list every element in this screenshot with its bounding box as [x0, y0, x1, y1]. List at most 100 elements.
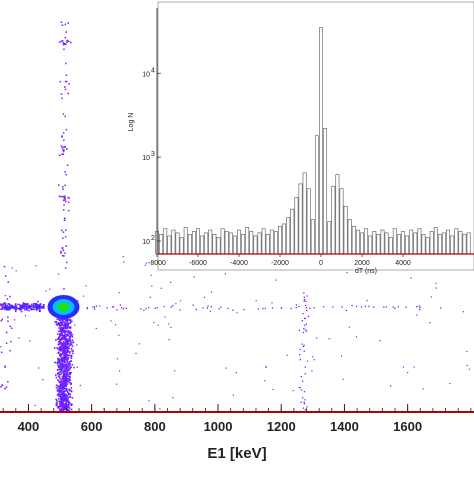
scatter-point	[66, 399, 68, 401]
scatter-point	[64, 377, 66, 380]
scatter-point	[64, 171, 66, 173]
scatter-point	[135, 352, 137, 355]
scatter-point	[59, 408, 62, 410]
scatter-point	[62, 237, 64, 239]
scatter-point	[70, 390, 73, 393]
scatter-point	[405, 306, 407, 308]
scatter-point	[58, 330, 60, 333]
scatter-point	[413, 366, 415, 368]
scatter-point	[68, 332, 70, 334]
scatter-point	[32, 308, 34, 311]
scatter-point	[26, 303, 29, 306]
scatter-point	[65, 74, 68, 76]
scatter-point	[49, 288, 51, 290]
scatter-point	[56, 338, 59, 340]
scatter-point	[303, 344, 305, 347]
scatter-point	[64, 361, 66, 363]
scatter-point	[116, 358, 118, 360]
scatter-point	[64, 390, 67, 392]
scatter-point	[57, 385, 59, 388]
main-x-tick-label: 1600	[393, 419, 422, 434]
scatter-point	[71, 364, 74, 366]
scatter-point	[61, 361, 64, 364]
scatter-point	[66, 333, 69, 336]
scatter-point	[62, 209, 65, 211]
scatter-point	[67, 378, 69, 380]
scatter-point	[8, 306, 10, 308]
scatter-point	[66, 396, 69, 398]
scatter-point	[110, 320, 112, 322]
scatter-point	[62, 377, 65, 380]
scatter-point	[304, 366, 306, 368]
scatter-point	[61, 334, 63, 336]
scatter-point	[69, 322, 72, 324]
scatter-point	[57, 392, 60, 395]
scatter-point	[63, 397, 65, 399]
scatter-point	[62, 150, 65, 153]
scatter-point	[10, 327, 13, 329]
scatter-point	[66, 331, 68, 333]
scatter-point	[264, 380, 266, 382]
scatter-point	[63, 204, 65, 206]
scatter-point	[59, 335, 61, 337]
scatter-point	[61, 409, 63, 411]
scatter-point	[62, 335, 65, 337]
scatter-point	[66, 370, 69, 372]
scatter-point	[227, 307, 229, 309]
scatter-point	[70, 408, 73, 411]
scatter-point	[118, 292, 120, 294]
scatter-point	[59, 358, 61, 360]
scatter-point	[66, 338, 68, 340]
scatter-point	[123, 307, 125, 310]
scatter-point	[64, 350, 66, 352]
scatter-point	[61, 324, 63, 327]
scatter-point	[63, 386, 66, 388]
scatter-point	[65, 402, 67, 405]
scatter-point	[300, 389, 302, 391]
scatter-point	[9, 304, 11, 306]
scatter-point	[60, 372, 63, 374]
scatter-point	[11, 306, 14, 309]
scatter-point	[66, 41, 68, 43]
scatter-point	[65, 80, 67, 83]
scatter-point	[63, 331, 66, 334]
scatter-point	[300, 401, 302, 403]
scatter-point	[0, 351, 3, 354]
scatter-point	[69, 382, 71, 384]
scatter-point	[38, 307, 41, 309]
scatter-point	[302, 313, 304, 315]
scatter-point	[58, 273, 60, 275]
scatter-point	[63, 369, 65, 371]
scatter-point	[42, 307, 45, 309]
scatter-point	[61, 336, 63, 339]
scatter-point	[65, 31, 67, 33]
scatter-point	[64, 387, 66, 390]
scatter-point	[55, 404, 58, 406]
scatter-point	[39, 309, 41, 312]
scatter-point	[111, 306, 114, 308]
scatter-point	[68, 379, 70, 382]
scatter-point	[61, 320, 64, 323]
scatter-point	[66, 340, 68, 343]
scatter-point	[179, 309, 181, 311]
scatter-point	[59, 325, 62, 327]
scatter-point	[170, 281, 172, 283]
scatter-point	[25, 305, 27, 308]
scatter-point	[29, 340, 31, 342]
scatter-point	[99, 305, 101, 307]
scatter-point	[11, 267, 13, 269]
scatter-point	[67, 347, 69, 349]
scatter-point	[34, 305, 36, 307]
scatter-point	[59, 332, 62, 335]
scatter-point	[66, 326, 69, 328]
scatter-point	[62, 363, 64, 365]
scatter-point	[60, 403, 63, 406]
scatter-point	[65, 245, 67, 247]
scatter-point	[61, 404, 64, 407]
scatter-point	[67, 343, 70, 345]
scatter-point	[65, 381, 68, 383]
scatter-point	[116, 309, 118, 311]
scatter-point	[35, 265, 37, 267]
scatter-point	[68, 401, 71, 404]
scatter-point	[71, 403, 73, 406]
